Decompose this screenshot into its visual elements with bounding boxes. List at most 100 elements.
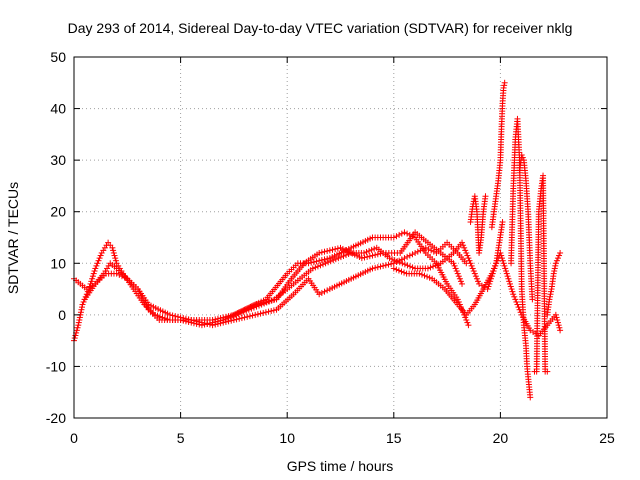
data-point <box>258 301 265 308</box>
data-point-interp <box>345 251 352 258</box>
data-point <box>550 270 557 277</box>
data-point-interp <box>430 263 437 270</box>
data-point-interp <box>426 274 433 281</box>
data-point-interp <box>212 316 219 323</box>
data-point-interp <box>554 319 561 326</box>
data-point <box>188 317 195 324</box>
data-point-interp <box>266 298 273 305</box>
data-point <box>450 260 457 267</box>
x-tick-label: 5 <box>177 430 185 446</box>
data-point-interp <box>72 332 79 339</box>
data-point-interp <box>462 314 469 321</box>
data-point-interp <box>238 315 245 322</box>
data-point-interp <box>368 246 375 253</box>
data-point <box>316 291 323 298</box>
data-point-interp <box>116 271 123 278</box>
data-point-interp <box>452 265 459 272</box>
data-point-interp <box>248 305 255 312</box>
data-point-interp <box>212 321 219 328</box>
data-point-interp <box>318 257 325 264</box>
data-point-interp <box>261 300 268 307</box>
data-point <box>546 296 553 303</box>
data-point-interp <box>325 259 332 266</box>
data-point <box>369 265 376 272</box>
data-point-interp <box>340 253 347 260</box>
data-point-interp <box>111 252 118 259</box>
data-point-interp <box>332 256 339 263</box>
y-tick-label: 40 <box>50 101 66 117</box>
data-point-interp <box>555 322 562 329</box>
data-point-interp <box>491 265 498 272</box>
data-point-interp <box>363 248 370 255</box>
data-point-interp <box>457 278 464 285</box>
data-point-interp <box>388 260 395 267</box>
data-point-interp <box>214 315 221 322</box>
data-point-interp <box>514 301 521 308</box>
data-point <box>209 317 216 324</box>
data-point-interp <box>374 264 381 271</box>
data-point-interp <box>238 309 245 316</box>
data-point-interp <box>324 255 331 262</box>
data-point-interp <box>313 258 320 265</box>
data-point-interp <box>268 297 275 304</box>
data-point-interp <box>369 252 376 259</box>
data-point <box>113 270 120 277</box>
data-point-interp <box>75 319 82 326</box>
data-point-interp <box>246 313 253 320</box>
data-point-interp <box>551 265 558 272</box>
data-point-interp <box>74 324 81 331</box>
data-point-interp <box>185 316 192 323</box>
data-point <box>482 193 489 200</box>
data-point-interp <box>89 275 96 282</box>
data-point-interp <box>424 273 431 280</box>
data-point-interp <box>409 251 416 258</box>
data-point <box>233 311 240 318</box>
data-point-interp <box>489 268 496 275</box>
data-point <box>467 260 474 267</box>
data-point-interp <box>268 307 275 314</box>
data-point-interp <box>509 288 516 295</box>
data-point-interp <box>519 154 526 161</box>
data-point <box>360 249 367 256</box>
data-point-interp <box>502 265 509 272</box>
data-point-interp <box>88 278 95 285</box>
data-point-interp <box>372 251 379 258</box>
data-point <box>465 322 472 329</box>
x-tick-label: 20 <box>493 430 509 446</box>
data-point-interp <box>398 268 405 275</box>
data-point <box>557 249 564 256</box>
data-point <box>322 260 329 267</box>
data-point-interp <box>427 264 434 271</box>
data-point-interp <box>337 254 344 261</box>
y-tick-label: -20 <box>46 410 66 426</box>
data-point-interp <box>506 278 513 285</box>
data-point-interp <box>227 313 234 320</box>
data-point-interp <box>97 252 104 259</box>
data-point-interp <box>511 293 518 300</box>
data-point-interp <box>371 245 378 252</box>
data-point-interp <box>324 287 331 294</box>
data-point-interp <box>174 313 181 320</box>
data-point <box>75 322 82 329</box>
data-point-interp <box>244 313 251 320</box>
data-point-interp <box>500 260 507 267</box>
data-point-interp <box>93 262 100 269</box>
data-point <box>412 249 419 256</box>
data-point-interp <box>551 268 558 275</box>
data-point-interp <box>96 255 103 262</box>
data-point-interp <box>421 272 428 279</box>
data-point <box>220 317 227 324</box>
data-point-interp <box>314 263 321 270</box>
data-point-interp <box>334 245 341 252</box>
data-point-interp <box>466 257 473 264</box>
data-point-interp <box>501 82 508 89</box>
data-point-interp <box>73 327 80 334</box>
data-point-interp <box>256 302 263 309</box>
data-point <box>499 219 506 226</box>
y-tick-label: 20 <box>50 204 66 220</box>
data-point <box>527 394 534 401</box>
y-tick-label: 10 <box>50 255 66 271</box>
data-point <box>109 244 116 251</box>
data-point-interp <box>327 258 334 265</box>
data-point-interp <box>243 307 250 314</box>
